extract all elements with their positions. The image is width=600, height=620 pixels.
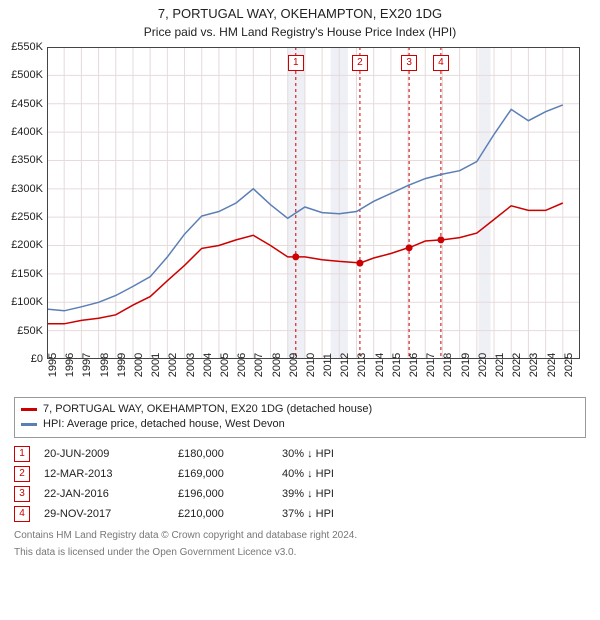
x-axis-label: 2014 <box>374 353 386 377</box>
legend-key <box>21 423 37 426</box>
legend-label: HPI: Average price, detached house, West… <box>43 417 285 432</box>
x-axis-label: 2025 <box>563 353 575 377</box>
legend-label: 7, PORTUGAL WAY, OKEHAMPTON, EX20 1DG (d… <box>43 402 372 417</box>
event-marker: 2 <box>352 55 368 71</box>
x-axis-label: 2021 <box>494 353 506 377</box>
sale-price: £210,000 <box>178 508 268 520</box>
event-marker: 4 <box>433 55 449 71</box>
sale-vs-hpi: 30% ↓ HPI <box>282 448 402 460</box>
x-axis-label: 2000 <box>133 353 145 377</box>
sale-number: 3 <box>14 486 30 502</box>
sale-price: £169,000 <box>178 468 268 480</box>
x-axis-label: 2002 <box>167 353 179 377</box>
y-axis-label: £300K <box>11 183 43 195</box>
x-axis-label: 1997 <box>81 353 93 377</box>
x-axis-label: 2005 <box>219 353 231 377</box>
sale-vs-hpi: 39% ↓ HPI <box>282 488 402 500</box>
sale-date: 29-NOV-2017 <box>44 508 164 520</box>
x-axis-label: 2011 <box>322 353 334 377</box>
footer-attribution-1: Contains HM Land Registry data © Crown c… <box>14 530 586 541</box>
x-axis-label: 2007 <box>253 353 265 377</box>
x-axis-label: 2003 <box>185 353 197 377</box>
page: { "title_line1": "7, PORTUGAL WAY, OKEHA… <box>0 0 600 620</box>
page-title: 7, PORTUGAL WAY, OKEHAMPTON, EX20 1DG <box>0 0 600 23</box>
table-row: 4 29-NOV-2017 £210,000 37% ↓ HPI <box>14 504 586 524</box>
event-marker: 1 <box>288 55 304 71</box>
sale-vs-hpi: 37% ↓ HPI <box>282 508 402 520</box>
sale-price: £196,000 <box>178 488 268 500</box>
sale-number: 2 <box>14 466 30 482</box>
x-axis-label: 1998 <box>99 353 111 377</box>
table-row: 1 20-JUN-2009 £180,000 30% ↓ HPI <box>14 444 586 464</box>
x-axis-label: 1999 <box>116 353 128 377</box>
x-axis-label: 2017 <box>425 353 437 377</box>
table-row: 3 22-JAN-2016 £196,000 39% ↓ HPI <box>14 484 586 504</box>
x-axis-label: 2001 <box>150 353 162 377</box>
y-axis-label: £250K <box>11 211 43 223</box>
x-axis-label: 2024 <box>546 353 558 377</box>
y-axis-label: £200K <box>11 239 43 251</box>
legend-key <box>21 408 37 411</box>
sale-number: 1 <box>14 446 30 462</box>
y-axis-label: £50K <box>17 325 43 337</box>
x-axis-label: 2022 <box>511 353 523 377</box>
y-axis-label: £500K <box>11 69 43 81</box>
sales-table: 1 20-JUN-2009 £180,000 30% ↓ HPI 2 12-MAR-201… <box>14 444 586 524</box>
sale-vs-hpi: 40% ↓ HPI <box>282 468 402 480</box>
x-axis-label: 2013 <box>356 353 368 377</box>
x-axis-label: 2006 <box>236 353 248 377</box>
x-axis-label: 1995 <box>47 353 59 377</box>
sale-date: 22-JAN-2016 <box>44 488 164 500</box>
x-axis-label: 2010 <box>305 353 317 377</box>
x-axis-label: 2023 <box>528 353 540 377</box>
sale-number: 4 <box>14 506 30 522</box>
y-axis-label: £100K <box>11 296 43 308</box>
x-axis-label: 2018 <box>442 353 454 377</box>
legend-row: HPI: Average price, detached house, West… <box>21 417 579 432</box>
x-axis-label: 2016 <box>408 353 420 377</box>
x-axis-label: 2012 <box>339 353 351 377</box>
x-axis-label: 2020 <box>477 353 489 377</box>
x-axis-label: 2019 <box>460 353 472 377</box>
x-axis-label: 2008 <box>271 353 283 377</box>
y-axis-label: £0 <box>31 353 43 365</box>
x-axis-label: 1996 <box>64 353 76 377</box>
y-axis-label: £550K <box>11 41 43 53</box>
sale-date: 12-MAR-2013 <box>44 468 164 480</box>
x-axis-label: 2009 <box>288 353 300 377</box>
y-axis-label: £400K <box>11 126 43 138</box>
legend-row: 7, PORTUGAL WAY, OKEHAMPTON, EX20 1DG (d… <box>21 402 579 417</box>
sale-date: 20-JUN-2009 <box>44 448 164 460</box>
event-marker: 3 <box>401 55 417 71</box>
sale-price: £180,000 <box>178 448 268 460</box>
table-row: 2 12-MAR-2013 £169,000 40% ↓ HPI <box>14 464 586 484</box>
x-axis-label: 2015 <box>391 353 403 377</box>
chart-legend: 7, PORTUGAL WAY, OKEHAMPTON, EX20 1DG (d… <box>14 397 586 438</box>
x-axis-label: 2004 <box>202 353 214 377</box>
price-chart: £0£50K£100K£150K£200K£250K£300K£350K£400… <box>47 47 580 359</box>
y-axis-label: £450K <box>11 98 43 110</box>
footer-attribution-2: This data is licensed under the Open Gov… <box>14 547 586 558</box>
y-axis-label: £350K <box>11 154 43 166</box>
page-subtitle: Price paid vs. HM Land Registry's House … <box>0 25 600 39</box>
y-axis-label: £150K <box>11 268 43 280</box>
